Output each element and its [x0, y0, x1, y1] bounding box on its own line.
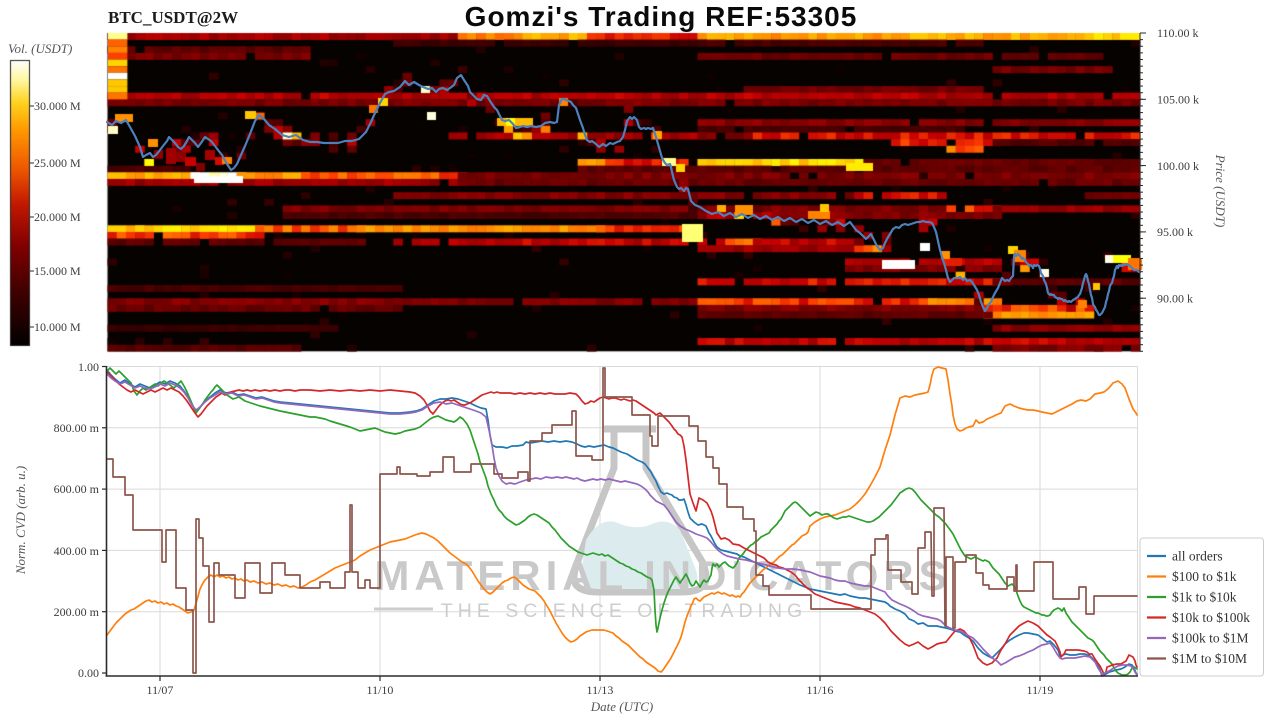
- svg-text:$100 to $1k: $100 to $1k: [1172, 569, 1237, 584]
- svg-text:30.000 M: 30.000 M: [34, 99, 81, 113]
- svg-text:Vol. (USDT): Vol. (USDT): [8, 41, 72, 56]
- svg-text:Date (UTC): Date (UTC): [590, 699, 653, 714]
- svg-text:105.00 k: 105.00 k: [1157, 93, 1199, 107]
- svg-text:11/16: 11/16: [807, 683, 834, 697]
- svg-text:800.00 m: 800.00 m: [54, 421, 100, 435]
- svg-text:600.00 m: 600.00 m: [54, 482, 100, 496]
- svg-text:25.000 M: 25.000 M: [34, 156, 81, 170]
- svg-text:all orders: all orders: [1172, 549, 1223, 564]
- svg-text:200.00 m: 200.00 m: [54, 605, 100, 619]
- svg-text:400.00 m: 400.00 m: [54, 544, 100, 558]
- svg-text:$10k to $100k: $10k to $100k: [1172, 610, 1250, 625]
- svg-text:20.000 M: 20.000 M: [34, 210, 81, 224]
- svg-text:15.000 M: 15.000 M: [34, 264, 81, 278]
- svg-text:11/07: 11/07: [147, 683, 174, 697]
- svg-text:110.00 k: 110.00 k: [1157, 26, 1199, 40]
- svg-text:10.000 M: 10.000 M: [34, 320, 81, 334]
- svg-text:11/19: 11/19: [1027, 683, 1054, 697]
- svg-text:THE SCIENCE OF TRADING: THE SCIENCE OF TRADING: [441, 600, 807, 622]
- svg-text:$1k to $10k: $1k to $10k: [1172, 590, 1237, 605]
- svg-text:100.00 k: 100.00 k: [1157, 159, 1199, 173]
- svg-text:Gomzi's Trading REF:53305: Gomzi's Trading REF:53305: [465, 1, 858, 32]
- svg-text:1.00: 1.00: [78, 360, 99, 374]
- svg-text:95.00 k: 95.00 k: [1157, 225, 1193, 239]
- svg-text:0.00: 0.00: [78, 666, 99, 680]
- svg-text:$100k to $1M: $100k to $1M: [1172, 631, 1249, 646]
- svg-text:BTC_USDT@2W: BTC_USDT@2W: [108, 8, 238, 27]
- svg-text:Norm. CVD (arb. u.): Norm. CVD (arb. u.): [13, 466, 28, 575]
- svg-text:$1M to $10M: $1M to $10M: [1172, 651, 1247, 666]
- svg-text:MATERIAL INDICATORS: MATERIAL INDICATORS: [374, 552, 951, 599]
- svg-text:90.00 k: 90.00 k: [1157, 291, 1193, 305]
- svg-text:Price (USDT): Price (USDT): [1213, 154, 1228, 228]
- svg-text:11/13: 11/13: [587, 683, 614, 697]
- svg-text:11/10: 11/10: [367, 683, 394, 697]
